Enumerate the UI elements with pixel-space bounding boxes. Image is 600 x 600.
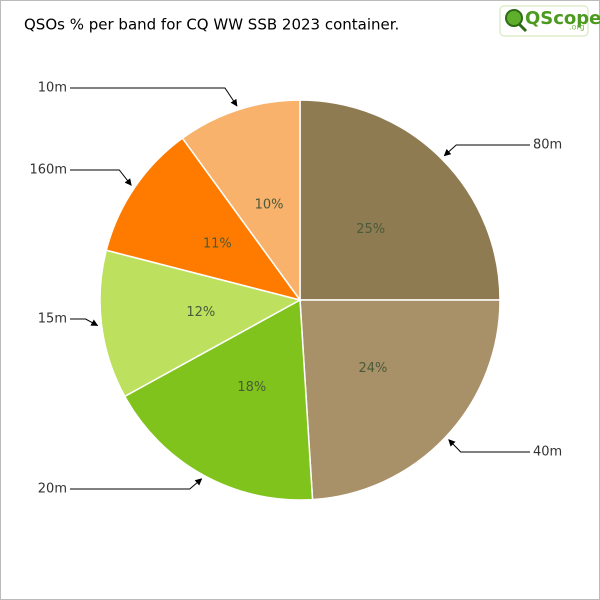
leader-line — [70, 478, 203, 490]
value-label: 18% — [237, 380, 266, 395]
value-label: 25% — [356, 222, 385, 237]
logo-icon — [505, 9, 523, 27]
logo-text: QScope — [525, 8, 600, 29]
slice-label: 10m — [38, 81, 67, 96]
slice-label: 15m — [38, 312, 67, 327]
pie-slice — [299, 99, 501, 301]
slice-label: 40m — [533, 445, 562, 460]
logo-suffix: .org — [569, 23, 585, 32]
value-label: 12% — [186, 305, 215, 320]
pie-slice — [99, 249, 303, 398]
leader-line — [448, 439, 530, 453]
chart-title: QSOs % per band for CQ WW SSB 2023 conta… — [24, 16, 399, 34]
pie-slice — [105, 137, 302, 302]
value-label: 11% — [203, 236, 232, 251]
leader-line — [443, 144, 530, 157]
leader-line — [70, 87, 238, 107]
value-label: 10% — [255, 197, 284, 212]
leader-line — [70, 169, 132, 186]
slice-label: 160m — [30, 163, 67, 178]
logo-icon — [517, 22, 528, 33]
slice-label: 80m — [533, 138, 562, 153]
leader-line — [70, 318, 99, 327]
pie-slice — [123, 298, 314, 501]
pie-slice — [299, 299, 501, 501]
slice-label: 20m — [38, 482, 67, 497]
logo: QScope .org — [499, 5, 600, 37]
value-label: 24% — [358, 361, 387, 376]
pie-slice — [181, 99, 301, 303]
